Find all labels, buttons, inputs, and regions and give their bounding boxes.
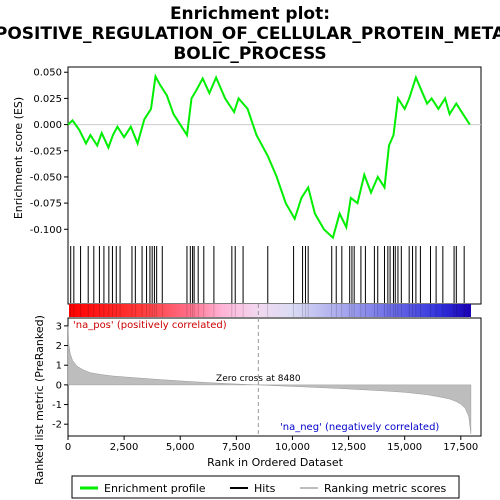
es-y-tick-label: -0.075: [30, 199, 62, 210]
es-y-axis: 0.050 0.025 0.000 -0.025 -0.050 -0.075 -0.100: [30, 68, 68, 236]
legend-label-hits: Hits: [254, 482, 276, 495]
rank-y-axis-label: Ranked list metric (PreRanked): [33, 315, 46, 485]
negative-correlated-label: 'na_neg' (negatively correlated): [280, 422, 439, 433]
x-axis: 0 2,500 5,000 7,500 10,000 12,500 15,000 17,500: [65, 436, 478, 453]
hit-marks: [70, 246, 465, 303]
es-y-tick-label: -0.025: [30, 146, 62, 157]
rank-panel-frame: [67, 317, 482, 437]
es-y-tick-label: 0.000: [33, 120, 62, 131]
legend-label-ranking: Ranking metric scores: [324, 482, 446, 495]
rank-color-bar: [69, 304, 471, 317]
es-y-axis-label: Enrichment score (ES): [12, 97, 25, 219]
title-line-2: POSITIVE_REGULATION_OF_CELLULAR_PROTEIN_…: [0, 24, 500, 44]
x-axis-label: Rank in Ordered Dataset: [207, 456, 344, 469]
rank-y-tick-label: 2: [56, 341, 62, 352]
es-y-tick-label: -0.050: [30, 172, 62, 183]
x-tick-label: 12,500: [331, 442, 366, 453]
es-y-tick-label: -0.100: [30, 225, 62, 236]
title-line-3: BOLIC_PROCESS: [173, 44, 326, 64]
rank-y-tick-label: 1: [56, 361, 62, 372]
positive-correlated-label: 'na_pos' (positively correlated): [73, 320, 227, 331]
enrichment-profile-line: [67, 73, 471, 240]
rank-y-tick-label: 0: [56, 380, 62, 391]
ranking-metric-area: [67, 325, 472, 435]
rank-y-axis: 3 2 1 0 -1 -2: [52, 321, 68, 431]
x-tick-label: 0: [65, 442, 71, 453]
title-line-1: Enrichment plot:: [170, 4, 330, 24]
x-tick-label: 10,000: [275, 442, 310, 453]
x-tick-label: 17,500: [443, 442, 478, 453]
rank-color-bar-ticks: [70, 304, 465, 317]
chart-title: Enrichment plot: POSITIVE_REGULATION_OF_…: [0, 4, 500, 64]
x-tick-label: 2,500: [110, 442, 139, 453]
legend-label-enrichment: Enrichment profile: [104, 482, 206, 495]
es-y-tick-label: 0.025: [33, 94, 62, 105]
legend-frame: [71, 475, 460, 499]
es-y-tick-label: 0.050: [33, 68, 62, 79]
zero-cross-label: Zero cross at 8480: [216, 374, 301, 384]
rank-y-tick-label: -2: [52, 420, 62, 431]
rank-y-tick-label: -1: [52, 400, 62, 411]
x-tick-label: 15,000: [387, 442, 422, 453]
es-panel-frame: [67, 66, 482, 305]
rank-y-tick-label: 3: [56, 321, 62, 332]
x-tick-label: 7,500: [222, 442, 251, 453]
x-tick-label: 5,000: [166, 442, 195, 453]
legend: Enrichment profile Hits Ranking metric s…: [71, 475, 460, 499]
